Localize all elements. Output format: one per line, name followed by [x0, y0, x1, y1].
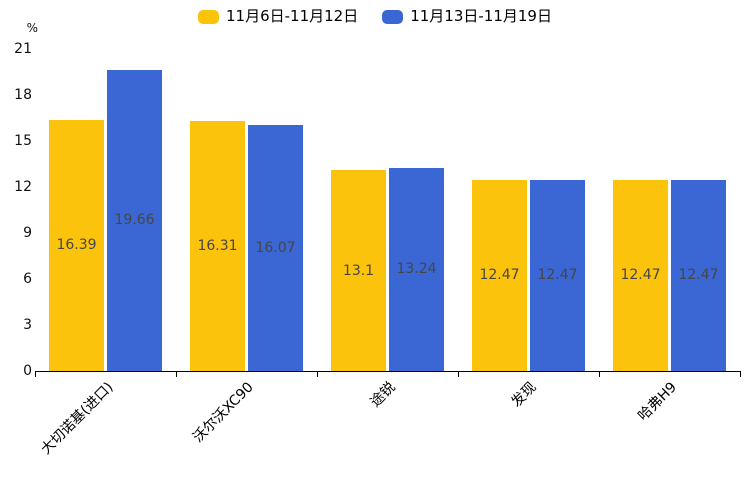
y-axis-tick-label: 18 — [14, 87, 32, 103]
bar-series1-cat2 — [389, 167, 444, 371]
bar-value-label: 19.66 — [114, 212, 155, 229]
bar-series1-cat1 — [248, 124, 303, 371]
bar-series0-cat3 — [472, 179, 527, 371]
x-axis-category-label: 发现 — [507, 379, 540, 411]
x-axis-category-label: 途锐 — [366, 379, 399, 411]
y-axis-tick-label: 3 — [23, 317, 32, 333]
bar-value-label: 12.47 — [678, 267, 719, 284]
legend-item-series0[interactable]: 11月6日-11月12日 — [198, 9, 358, 24]
bar-series0-cat1 — [190, 120, 245, 371]
x-axis-line — [35, 371, 741, 372]
bar-value-label: 16.31 — [197, 237, 238, 254]
legend-label: 11月6日-11月12日 — [226, 7, 359, 25]
bar-series1-cat0 — [107, 69, 162, 371]
x-axis-category-label: 大切诺基(进口) — [37, 379, 117, 458]
x-axis-tick — [458, 372, 459, 377]
x-axis-tick — [740, 372, 741, 377]
x-axis-category-label: 沃尔沃XC90 — [190, 379, 258, 446]
x-axis-category-label: 哈弗H9 — [635, 379, 681, 425]
bar-series1-cat3 — [530, 179, 585, 371]
y-axis-tick-label: 9 — [23, 225, 32, 241]
bar-series1-cat4 — [671, 179, 726, 371]
bar-value-label: 12.47 — [620, 267, 661, 284]
x-axis-tick — [599, 372, 600, 377]
y-axis-tick-label: 12 — [14, 179, 32, 195]
bar-value-label: 16.39 — [56, 237, 97, 254]
y-axis-unit-label: % — [26, 21, 38, 35]
y-axis-tick-label: 6 — [23, 271, 32, 287]
bar-value-label: 16.07 — [255, 239, 296, 256]
bar-value-label: 12.47 — [537, 267, 578, 284]
bar-value-label: 13.24 — [396, 261, 437, 278]
x-axis-tick — [176, 372, 177, 377]
legend-label: 11月13日-11月19日 — [410, 7, 552, 25]
legend-swatch-icon — [198, 9, 219, 24]
x-axis-tick — [317, 372, 318, 377]
x-axis-tick — [35, 372, 36, 377]
legend-item-series1[interactable]: 11月13日-11月19日 — [382, 9, 552, 24]
bar-value-label: 12.47 — [479, 267, 520, 284]
y-axis-tick-label: 15 — [14, 133, 32, 149]
bar-series0-cat2 — [331, 170, 386, 371]
bar-series0-cat0 — [49, 119, 104, 371]
y-axis-tick-label: 0 — [23, 363, 32, 379]
legend-swatch-icon — [382, 9, 404, 24]
legend: 11月6日-11月12日 11月13日-11月19日 — [0, 9, 750, 24]
bar-series0-cat4 — [613, 179, 668, 371]
y-axis-tick-label: 21 — [14, 41, 32, 57]
bar-value-label: 13.1 — [342, 262, 375, 279]
